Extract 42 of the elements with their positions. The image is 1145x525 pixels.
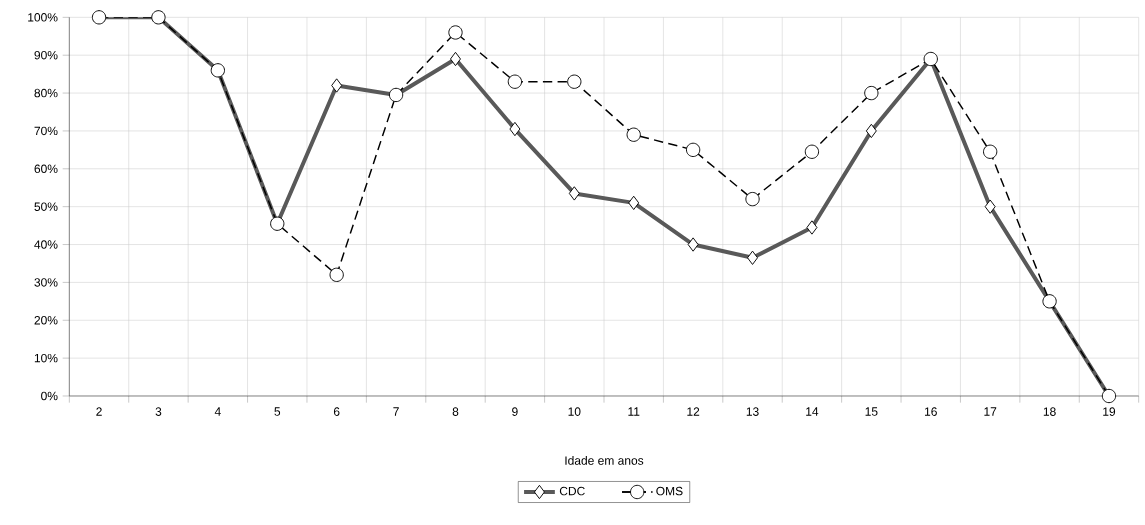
legend-label: CDC bbox=[559, 486, 585, 496]
y-tick-label: 70% bbox=[34, 126, 58, 136]
y-tick-label: 40% bbox=[34, 240, 58, 249]
x-tick-label: 2 bbox=[96, 407, 102, 416]
x-tick-label: 9 bbox=[512, 407, 518, 416]
x-tick-label: 14 bbox=[806, 407, 819, 416]
point bbox=[804, 144, 820, 159]
point bbox=[448, 25, 463, 40]
x-tick-label: 16 bbox=[925, 407, 937, 416]
y-tick-label: 50% bbox=[34, 202, 58, 211]
x-tick-label: 8 bbox=[452, 407, 459, 416]
point bbox=[685, 142, 701, 157]
y-tick-label: 30% bbox=[34, 278, 58, 287]
x-tick-label: 10 bbox=[568, 407, 581, 416]
y-tick-label: 10% bbox=[34, 353, 58, 363]
x-tick-label: 18 bbox=[1043, 407, 1056, 416]
x-tick-label: 19 bbox=[1103, 407, 1116, 416]
legend-label: OMS bbox=[656, 486, 683, 496]
point bbox=[983, 144, 998, 159]
x-axis-title: Idade em anos bbox=[565, 455, 644, 465]
x-tick-label: 12 bbox=[687, 407, 700, 416]
point bbox=[745, 191, 760, 207]
point bbox=[567, 74, 582, 89]
x-tick-label: 5 bbox=[274, 407, 281, 416]
x-tick-label: 7 bbox=[393, 407, 399, 416]
x-tick-label: 11 bbox=[628, 407, 640, 416]
point bbox=[507, 74, 523, 89]
x-tick-label: 15 bbox=[865, 407, 878, 416]
y-tick-label: 90% bbox=[34, 50, 58, 60]
y-tick-label: 100% bbox=[28, 13, 58, 22]
x-tick-label: 3 bbox=[155, 407, 162, 416]
point bbox=[864, 85, 879, 101]
point bbox=[626, 127, 641, 142]
x-tick-label: 17 bbox=[984, 407, 997, 416]
y-tick-label: 0% bbox=[41, 391, 58, 401]
y-tick-label: 60% bbox=[34, 164, 58, 174]
x-tick-label: 13 bbox=[746, 407, 759, 416]
x-tick-label: 6 bbox=[333, 407, 340, 416]
y-tick-label: 20% bbox=[34, 316, 58, 325]
y-tick-label: 80% bbox=[34, 88, 58, 98]
point bbox=[329, 267, 344, 282]
x-tick-label: 4 bbox=[214, 407, 221, 416]
